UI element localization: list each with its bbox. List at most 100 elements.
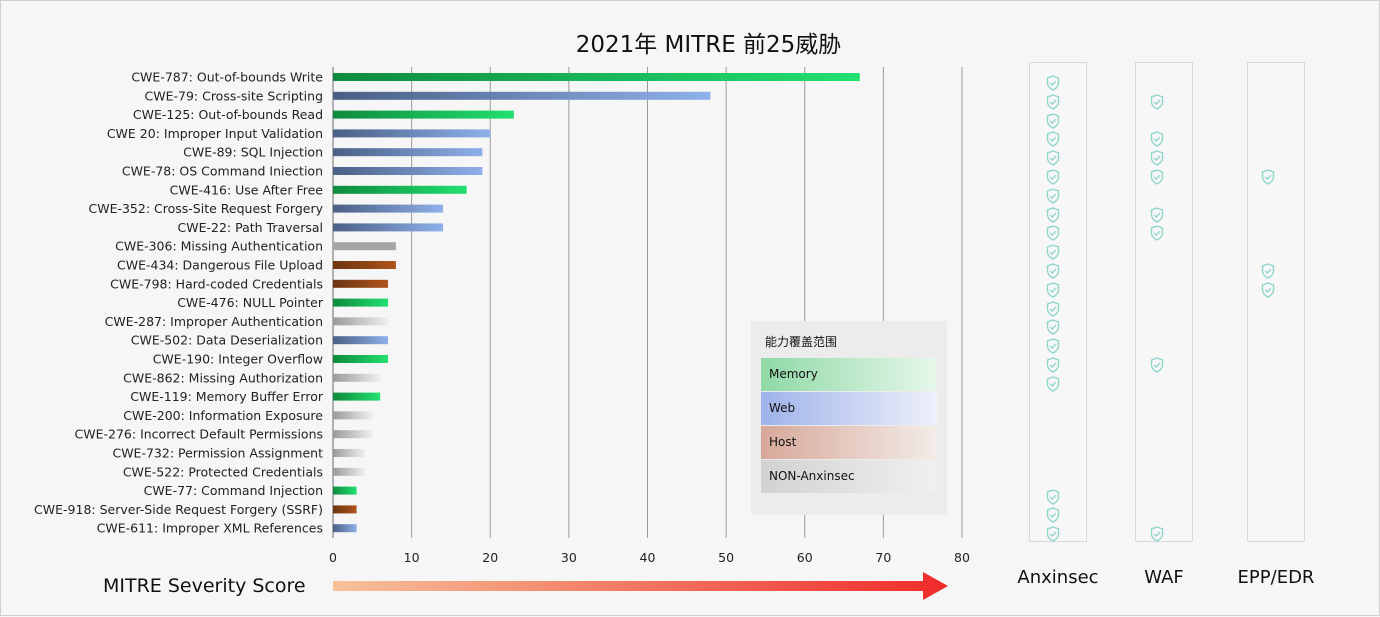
bar	[333, 524, 357, 533]
shield-check-icon	[1150, 225, 1164, 242]
bar	[333, 430, 373, 439]
category-label: CWE-732: Permission Assignment	[112, 446, 323, 461]
shield-check-icon	[1150, 150, 1164, 166]
bar	[333, 148, 483, 157]
category-label: CWE-78: OS Command Iniection	[122, 164, 323, 179]
category-label: CWE-434: Dangerous File Upload	[117, 258, 323, 273]
category-label: CWE-77: Command Injection	[144, 483, 323, 498]
bar	[333, 204, 444, 213]
x-tick-label: 60	[797, 550, 813, 565]
shield-check-icon	[1046, 188, 1060, 204]
bar	[333, 411, 373, 420]
bar	[333, 91, 711, 100]
x-tick-label: 30	[561, 550, 577, 565]
shield-check-icon	[1261, 282, 1275, 298]
category-label: CWE-79: Cross-site Scripting	[145, 88, 324, 103]
shield-check-icon	[1150, 526, 1164, 542]
bar	[333, 110, 514, 119]
coverage-label-anxinsec: Anxinsec	[1017, 567, 1099, 588]
shield-check-icon	[1046, 319, 1060, 336]
shield-check-icon	[1150, 169, 1164, 185]
bar	[333, 73, 860, 81]
category-label: CWE-119: Memory Buffer Error	[130, 389, 324, 404]
category-label: CWE-787: Out-of-bounds Write	[131, 70, 323, 85]
shield-check-icon	[1046, 150, 1060, 166]
x-tick-label: 10	[404, 550, 420, 565]
category-label: CWE-287: Improper Authentication	[105, 314, 323, 329]
chart-title: 2021年 MITRE 前25威胁	[575, 32, 842, 58]
shield-check-icon	[1046, 376, 1060, 392]
shield-check-icon	[1046, 526, 1060, 542]
category-label: CWE-276: Incorrect Default Permissions	[75, 427, 323, 442]
category-label: CWE-798: Hard-coded Credentials	[110, 276, 323, 291]
coverage-label-epp-edr: EPP/EDR	[1237, 567, 1315, 588]
shield-check-icon	[1046, 263, 1060, 279]
bar	[333, 167, 483, 175]
shield-check-icon	[1046, 94, 1060, 110]
shield-check-icon	[1046, 131, 1060, 148]
x-axis-title: MITRE Severity Score	[103, 575, 306, 597]
bar	[333, 129, 491, 138]
bar	[333, 486, 357, 495]
legend-title: 能力覆盖范围	[765, 335, 838, 349]
legend-item-memory: Memory	[761, 358, 937, 391]
bar	[333, 449, 365, 457]
bar	[333, 261, 396, 269]
x-tick-label: 70	[875, 550, 891, 565]
coverage-column-waf	[1135, 62, 1193, 542]
category-label: CWE-306: Missing Authentication	[115, 239, 323, 254]
category-label: CWE 20: Improper Input Validation	[107, 126, 323, 141]
bar	[333, 279, 389, 288]
category-label: CWE-89: SQL Injection	[183, 145, 323, 160]
shield-check-icon	[1261, 169, 1275, 185]
shield-check-icon	[1046, 338, 1060, 354]
shield-check-icon	[1046, 75, 1060, 91]
category-label: CWE-476: NULL Pointer	[177, 295, 324, 310]
bar	[333, 467, 365, 476]
category-label: CWE-522: Protected Credentials	[123, 464, 323, 479]
category-label: CWE-125: Out-of-bounds Read	[133, 107, 323, 122]
category-label: CWE-190: Integer Overflow	[153, 352, 323, 367]
category-label: CWE-918: Server-Side Request Forgery (SS…	[34, 502, 323, 517]
shield-check-icon	[1046, 225, 1060, 242]
bar	[333, 373, 381, 382]
x-tick-label: 0	[329, 550, 337, 565]
shield-check-icon	[1261, 263, 1275, 279]
bar	[333, 505, 357, 514]
shield-check-icon	[1150, 357, 1164, 373]
legend-item-host: Host	[761, 426, 937, 459]
legend-item-web: Web	[761, 392, 937, 425]
bar	[333, 223, 444, 232]
bar	[333, 355, 389, 363]
severity-arrow	[333, 572, 948, 600]
bar	[333, 298, 389, 307]
bar	[333, 185, 467, 194]
x-tick-label: 20	[482, 550, 498, 565]
shield-check-icon	[1150, 206, 1164, 223]
category-label: CWE-862: Missing Authorization	[123, 370, 323, 385]
category-label: CWE-416: Use After Free	[170, 182, 324, 197]
shield-check-icon	[1046, 169, 1060, 185]
legend-item-non-anxinsec: NON-Anxinsec	[761, 460, 937, 493]
x-tick-label: 40	[640, 550, 656, 565]
coverage-column-epp-edr	[1247, 62, 1305, 542]
bar	[333, 392, 381, 401]
coverage-label-waf: WAF	[1144, 567, 1184, 588]
shield-check-icon	[1046, 244, 1060, 260]
category-label: CWE-22: Path Traversal	[178, 220, 324, 235]
shield-check-icon	[1046, 282, 1060, 298]
bar	[333, 242, 396, 251]
shield-check-icon	[1046, 488, 1060, 505]
shield-check-icon	[1150, 94, 1164, 110]
legend: 能力覆盖范围 Memory Web Host NON-Anxinsec	[751, 321, 947, 515]
category-label: CWE-502: Data Deserialization	[131, 333, 323, 348]
shield-check-icon	[1046, 206, 1060, 223]
bar	[333, 336, 389, 345]
shield-check-icon	[1046, 507, 1060, 524]
category-label: CWE-352: Cross-Site Request Forgery	[88, 201, 323, 216]
x-tick-label: 80	[954, 550, 970, 565]
shield-check-icon	[1046, 112, 1060, 129]
category-label: CWE-611: Improper XML References	[97, 521, 323, 536]
shield-check-icon	[1046, 357, 1060, 373]
